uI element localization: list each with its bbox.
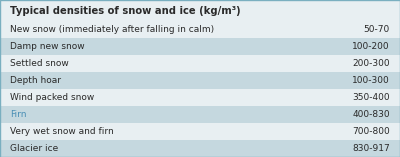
Bar (0, 72, 400, 89)
Text: 830-917: 830-917 (352, 144, 390, 153)
Text: New snow (immediately after falling in calm): New snow (immediately after falling in c… (10, 25, 214, 34)
Text: Wind packed snow: Wind packed snow (10, 93, 94, 102)
Text: 200-300: 200-300 (352, 59, 390, 68)
Bar (0, 140, 400, 157)
Text: 350-400: 350-400 (352, 93, 390, 102)
Bar (0, 0, 400, 21)
Text: 50-70: 50-70 (364, 25, 390, 34)
Text: Depth hoar: Depth hoar (10, 76, 61, 85)
Bar (0, 38, 400, 55)
Text: 100-300: 100-300 (352, 76, 390, 85)
Bar (0, 106, 400, 123)
Text: Very wet snow and firn: Very wet snow and firn (10, 127, 114, 136)
Bar (0, 55, 400, 72)
Bar (0, 123, 400, 140)
Text: Settled snow: Settled snow (10, 59, 69, 68)
Text: Typical densities of snow and ice (kg/m³): Typical densities of snow and ice (kg/m³… (10, 6, 241, 16)
Bar (0, 21, 400, 38)
Text: Glacier ice: Glacier ice (10, 144, 58, 153)
Text: 700-800: 700-800 (352, 127, 390, 136)
Text: Damp new snow: Damp new snow (10, 42, 85, 51)
Bar (0, 89, 400, 106)
Text: 100-200: 100-200 (352, 42, 390, 51)
Text: Firn: Firn (10, 110, 26, 119)
Text: 400-830: 400-830 (352, 110, 390, 119)
